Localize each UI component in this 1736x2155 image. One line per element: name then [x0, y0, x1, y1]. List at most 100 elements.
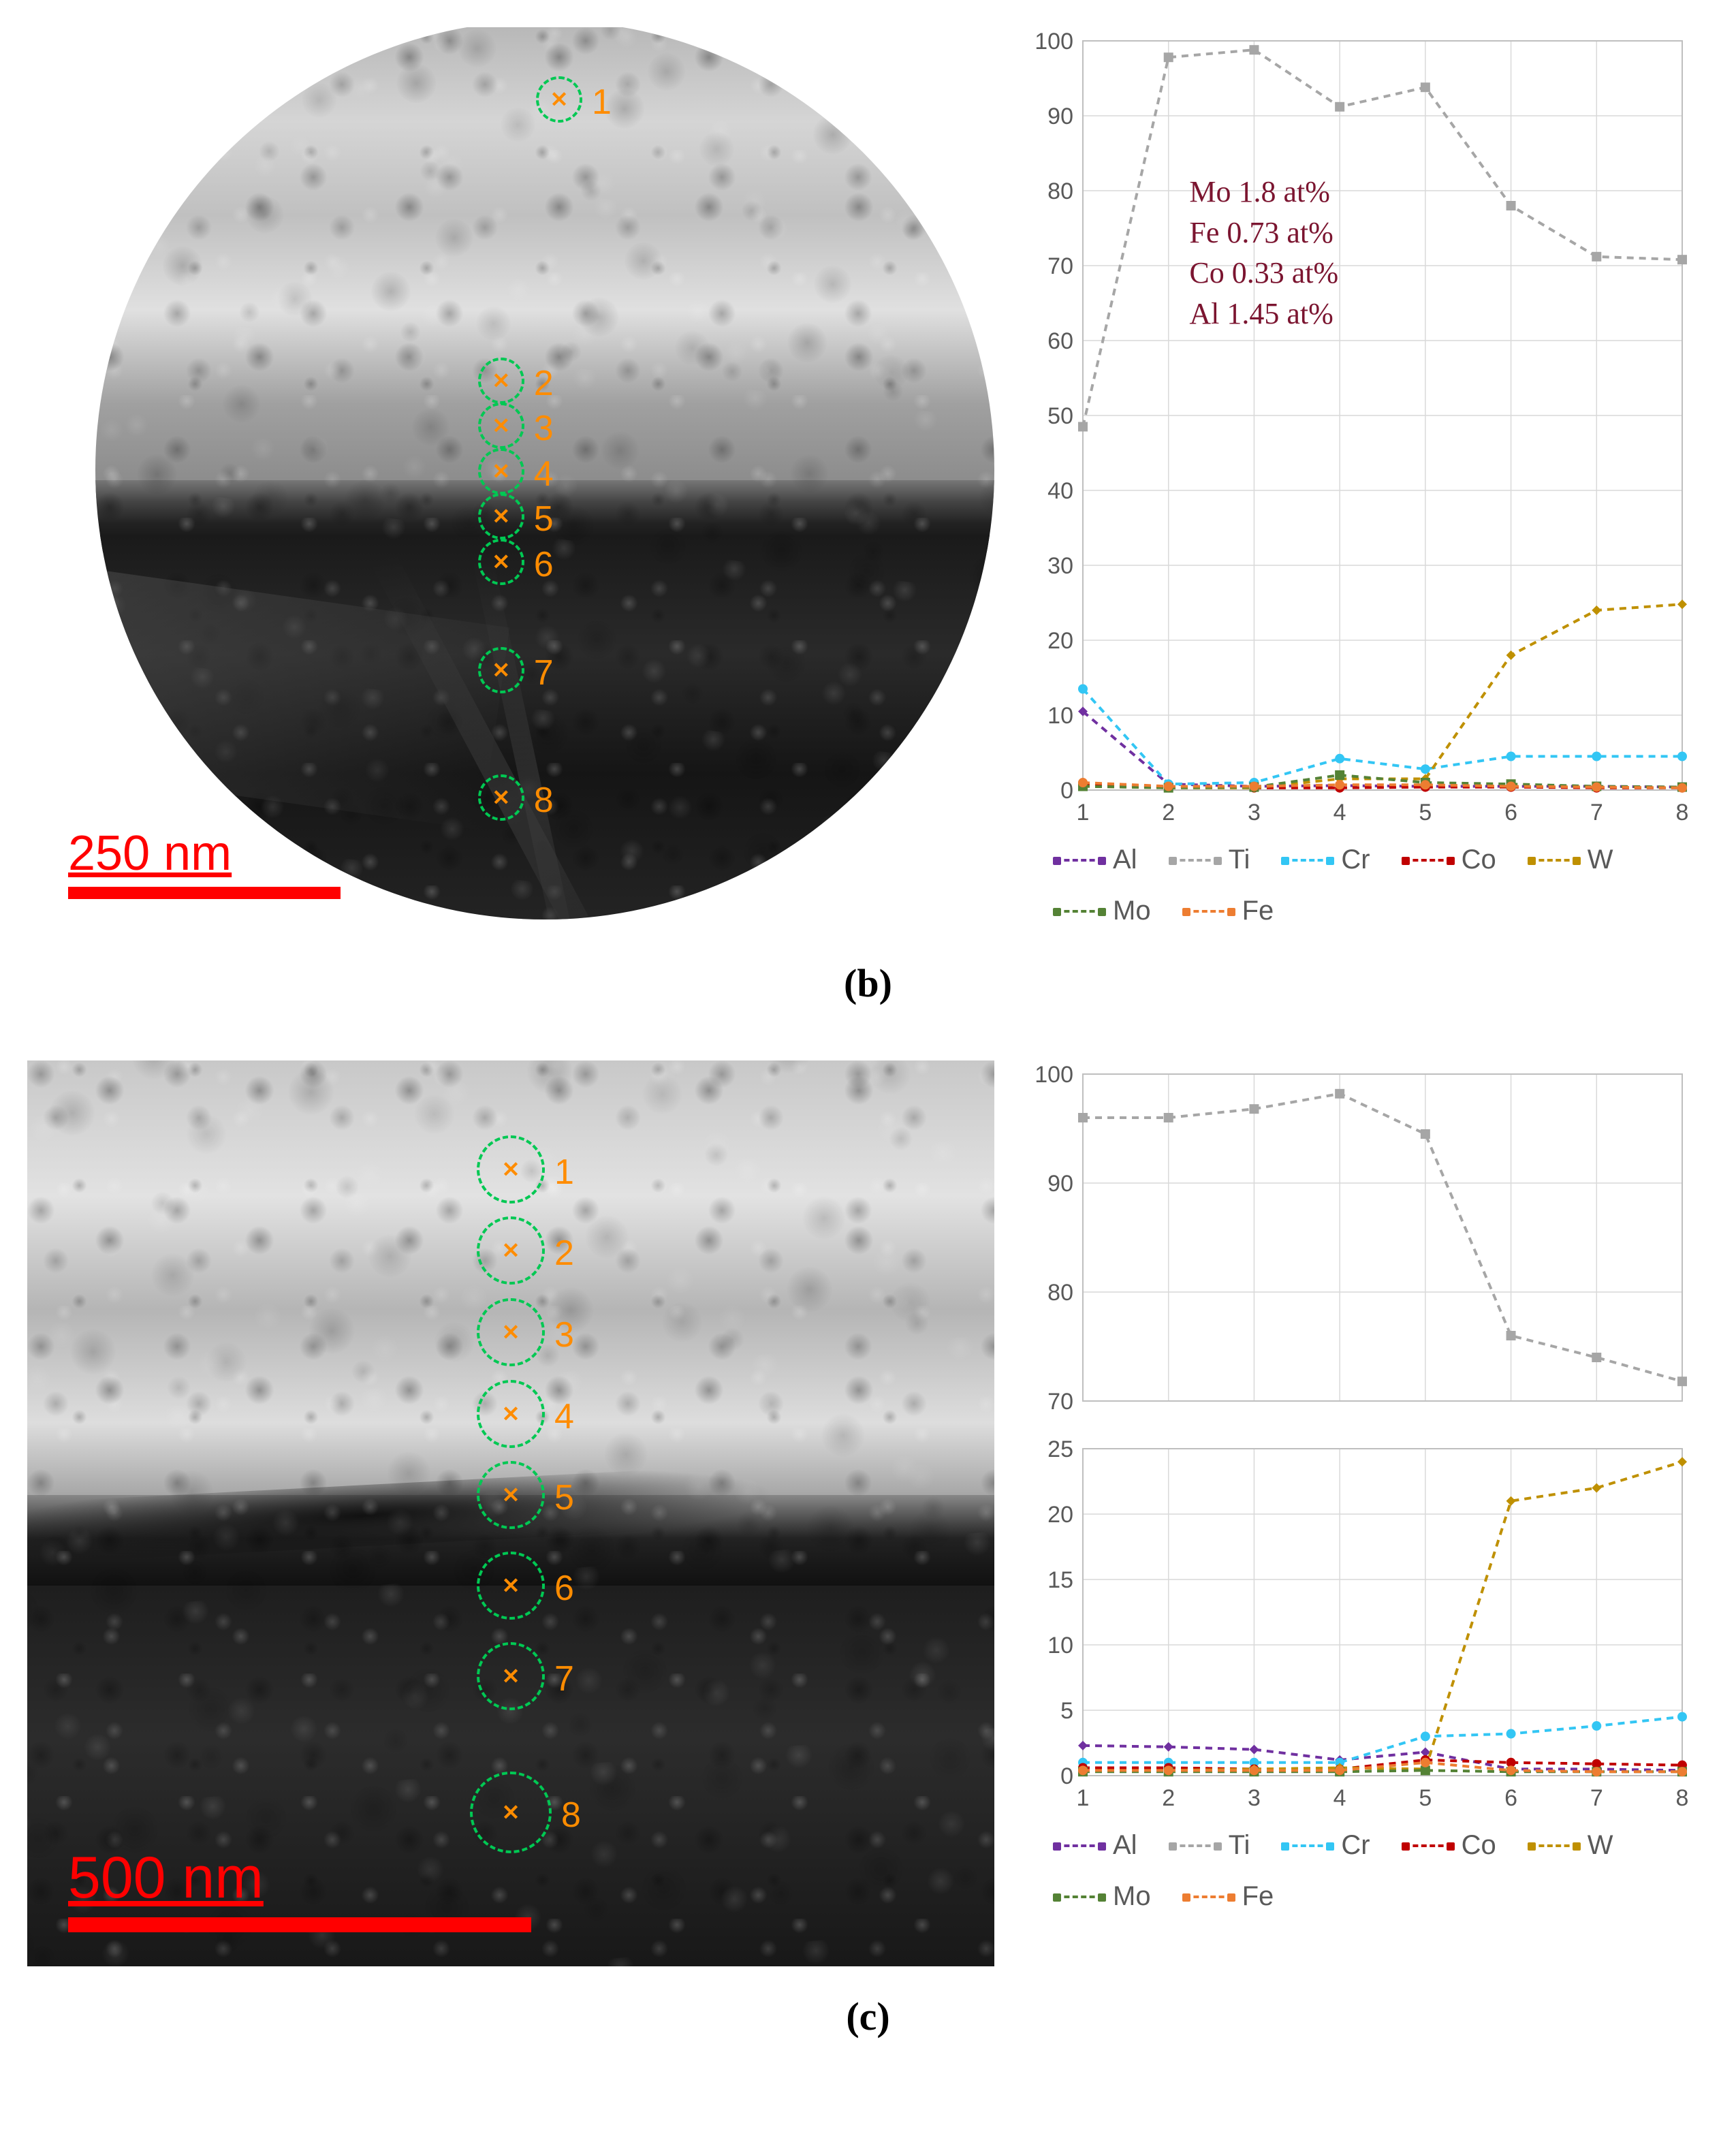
marker-label-b-7: 7	[534, 652, 554, 693]
marker-c-4: ✕4	[477, 1380, 545, 1448]
marker-c-6: ✕6	[477, 1552, 545, 1620]
legend-swatch-icon	[1284, 859, 1331, 862]
micrograph-c: ✕1✕2✕3✕4✕5✕6✕7✕8	[27, 1060, 994, 1966]
legend-swatch-icon	[1284, 1844, 1331, 1847]
svg-text:50: 50	[1047, 403, 1073, 429]
svg-text:70: 70	[1047, 1389, 1073, 1415]
chart-c-lower: 051015202512345678	[1028, 1435, 1696, 1816]
marker-c-5: ✕5	[477, 1461, 545, 1529]
marker-label-c-7: 7	[554, 1658, 574, 1699]
svg-text:4: 4	[1333, 800, 1346, 825]
marker-cross-icon: ✕	[492, 413, 510, 439]
svg-text:6: 6	[1504, 800, 1517, 825]
marker-label-c-5: 5	[554, 1477, 574, 1518]
legend-item-co: Co	[1404, 845, 1496, 875]
svg-text:1: 1	[1077, 1785, 1090, 1811]
marker-cross-icon: ✕	[550, 86, 569, 112]
legend-swatch-icon	[1171, 1844, 1219, 1847]
marker-b-2: ✕2	[478, 358, 524, 404]
legend-b: AlTiCrCoWMoFe	[1028, 845, 1709, 926]
marker-cross-icon: ✕	[492, 657, 510, 683]
marker-cross-icon: ✕	[492, 549, 510, 575]
legend-c: Al Ti Cr Co W Mo Fe	[1028, 1830, 1709, 1912]
marker-c-1: ✕1	[477, 1135, 545, 1204]
micrograph-c-container: ✕1✕2✕3✕4✕5✕6✕7✕8 500 nm	[27, 1060, 994, 1966]
marker-cross-icon: ✕	[502, 1799, 520, 1825]
marker-label-c-8: 8	[561, 1795, 581, 1836]
legend-label: W	[1588, 845, 1613, 875]
marker-b-3: ✕3	[478, 403, 524, 449]
panel-b-row: ✕1✕2✕3✕4✕5✕6✕7✕8 250 nm 0102030405060708…	[27, 27, 1709, 933]
marker-cross-icon: ✕	[502, 1157, 520, 1182]
legend-item-fe: Fe	[1185, 896, 1274, 926]
svg-text:8: 8	[1676, 800, 1689, 825]
marker-label-c-3: 3	[554, 1315, 574, 1355]
scale-bar-c: 500 nm	[68, 1844, 531, 1932]
svg-text:15: 15	[1047, 1567, 1073, 1593]
legend-label: Fe	[1242, 1881, 1274, 1912]
legend-item-ti: Ti	[1171, 845, 1250, 875]
marker-b-8: ✕8	[478, 774, 524, 821]
svg-text:5: 5	[1060, 1698, 1073, 1724]
svg-text:5: 5	[1419, 1785, 1432, 1811]
legend-label: Cr	[1341, 1830, 1370, 1861]
svg-text:60: 60	[1047, 328, 1073, 354]
svg-text:40: 40	[1047, 478, 1073, 504]
panel-c: ✕1✕2✕3✕4✕5✕6✕7✕8 500 nm 708090100 051015…	[27, 1060, 1709, 2039]
legend-label: Fe	[1242, 896, 1274, 926]
marker-label-b-3: 3	[534, 408, 554, 449]
marker-label-c-6: 6	[554, 1568, 574, 1609]
svg-text:7: 7	[1590, 800, 1603, 825]
legend-label: Al	[1113, 1830, 1137, 1861]
panel-b: ✕1✕2✕3✕4✕5✕6✕7✕8 250 nm 0102030405060708…	[27, 27, 1709, 1006]
panel-c-label: (c)	[27, 1994, 1709, 2039]
svg-text:80: 80	[1047, 178, 1073, 204]
marker-label-c-1: 1	[554, 1152, 574, 1193]
marker-c-7: ✕7	[477, 1642, 545, 1710]
legend-label: Mo	[1113, 896, 1151, 926]
svg-text:2: 2	[1162, 800, 1175, 825]
svg-text:0: 0	[1060, 778, 1073, 804]
legend-label: Al	[1113, 845, 1137, 875]
legend-label: Co	[1462, 1830, 1496, 1861]
annotation-line: Mo 1.8 at%	[1189, 172, 1338, 212]
svg-text:30: 30	[1047, 553, 1073, 579]
marker-b-5: ✕5	[478, 493, 524, 539]
marker-label-b-8: 8	[534, 780, 554, 821]
chart-b-container: 010203040506070809010012345678 Mo 1.8 at…	[1028, 27, 1709, 926]
marker-cross-icon: ✕	[492, 368, 510, 394]
marker-b-7: ✕7	[478, 647, 524, 693]
legend-swatch-icon	[1530, 859, 1578, 862]
svg-text:20: 20	[1047, 1502, 1073, 1528]
legend-item-w: W	[1530, 1830, 1613, 1861]
marker-label-b-1: 1	[592, 82, 612, 123]
legend-swatch-icon	[1056, 859, 1103, 862]
marker-cross-icon: ✕	[502, 1663, 520, 1689]
marker-label-b-6: 6	[534, 544, 554, 585]
marker-c-2: ✕2	[477, 1216, 545, 1285]
marker-cross-icon: ✕	[492, 503, 510, 529]
svg-text:2: 2	[1162, 1785, 1175, 1811]
svg-text:3: 3	[1248, 800, 1261, 825]
legend-swatch-icon	[1185, 1896, 1233, 1898]
marker-b-6: ✕6	[478, 539, 524, 585]
marker-cross-icon: ✕	[502, 1401, 520, 1427]
marker-cross-icon: ✕	[502, 1319, 520, 1345]
legend-label: Co	[1462, 845, 1496, 875]
chart-c-upper: 708090100	[1028, 1060, 1696, 1415]
panel-c-row: ✕1✕2✕3✕4✕5✕6✕7✕8 500 nm 708090100 051015…	[27, 1060, 1709, 1966]
legend-item-co: Co	[1404, 1830, 1496, 1861]
svg-text:80: 80	[1047, 1280, 1073, 1306]
scale-bar-c-line	[68, 1917, 531, 1932]
legend-item-mo: Mo	[1056, 1881, 1151, 1912]
legend-label: W	[1588, 1830, 1613, 1861]
marker-b-1: ✕1	[536, 76, 582, 123]
legend-item-al: Al	[1056, 1830, 1137, 1861]
marker-c-3: ✕3	[477, 1298, 545, 1366]
svg-text:10: 10	[1047, 1633, 1073, 1658]
legend-item-ti: Ti	[1171, 1830, 1250, 1861]
svg-text:1: 1	[1077, 800, 1090, 825]
marker-label-c-4: 4	[554, 1396, 574, 1437]
svg-text:90: 90	[1047, 1171, 1073, 1197]
legend-swatch-icon	[1404, 1844, 1452, 1847]
